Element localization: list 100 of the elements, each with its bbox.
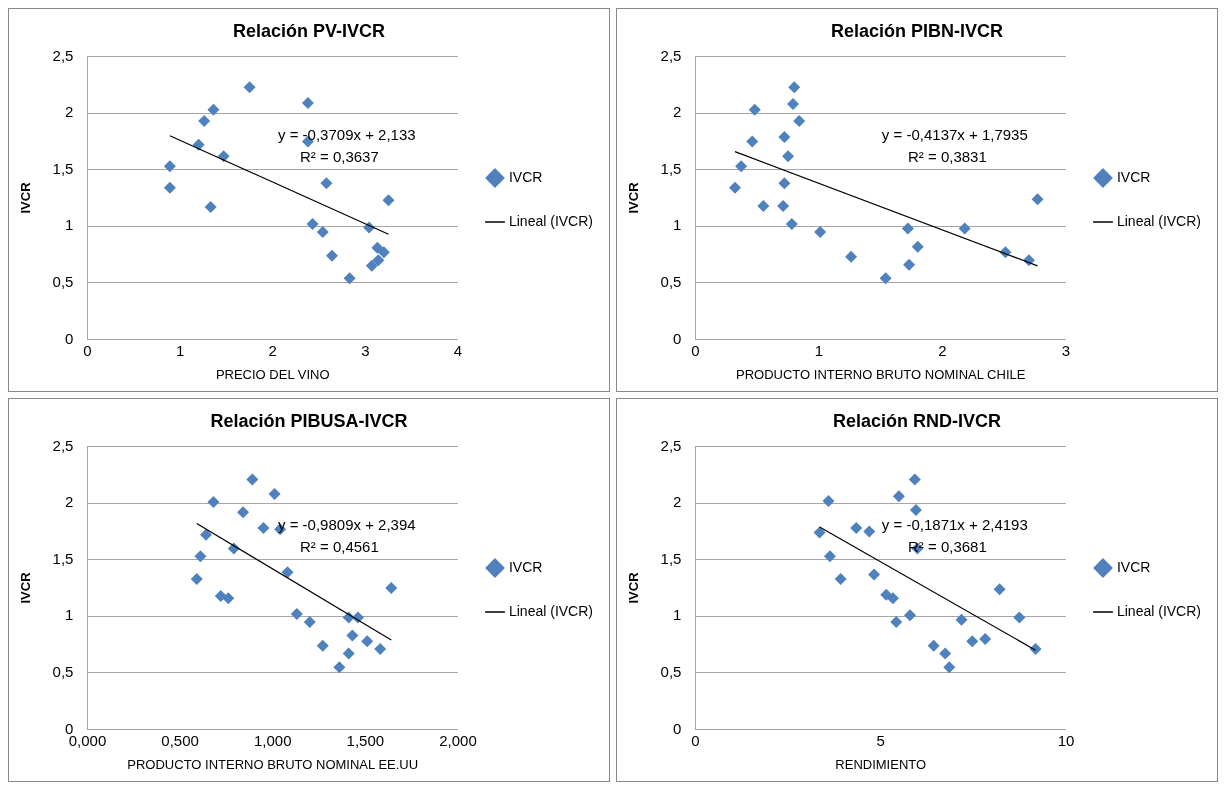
point	[787, 98, 800, 111]
y-tick-label: 1	[65, 606, 74, 624]
point	[958, 222, 971, 235]
x-tick-label: 1,500	[346, 731, 385, 749]
point	[890, 615, 903, 628]
legend-label: IVCR	[508, 168, 543, 185]
point	[281, 566, 294, 579]
point	[778, 177, 791, 190]
annotation: y = -0,1871x + 2,4193	[881, 515, 1028, 533]
x-tick-label: 4	[453, 341, 463, 359]
point	[374, 643, 387, 656]
point	[1013, 611, 1026, 624]
x-tick-label: 3	[361, 341, 370, 359]
y-tick-label: 0	[673, 719, 682, 737]
y-tick-label: 2	[673, 103, 682, 121]
x-tick-label: 0	[691, 341, 700, 359]
point	[939, 647, 952, 660]
point	[793, 115, 806, 128]
x-tick-label: 1	[175, 341, 185, 359]
y-tick-label: 1,5	[660, 159, 682, 177]
annotation: R² = 0,3681	[908, 537, 987, 555]
chart-title: Relación PIBN-IVCR	[830, 20, 1004, 41]
y-tick-label: 2,5	[660, 436, 682, 454]
legend-label: IVCR	[1116, 168, 1151, 185]
x-tick-label: 0,500	[161, 731, 199, 749]
point	[382, 194, 395, 207]
point	[163, 181, 176, 194]
chart-title: Relación PIBUSA-IVCR	[210, 410, 408, 431]
x-tick-label: 0	[691, 731, 700, 749]
point	[190, 572, 203, 585]
x-tick-label: 2	[938, 341, 947, 359]
annotation: R² = 0,3831	[908, 147, 987, 165]
point	[204, 201, 217, 214]
point	[879, 272, 892, 285]
y-tick-label: 1	[65, 216, 74, 234]
point	[868, 568, 881, 581]
point	[365, 259, 378, 272]
y-tick-label: 0	[65, 329, 74, 347]
chart-title: Relación PV-IVCR	[232, 20, 386, 41]
point	[385, 582, 398, 594]
point	[1031, 193, 1044, 206]
point	[814, 225, 827, 238]
point	[222, 592, 235, 605]
x-tick-label: 0	[83, 341, 92, 359]
point	[927, 639, 940, 652]
point	[207, 496, 220, 509]
y-tick-label: 1	[673, 606, 682, 624]
point	[372, 254, 385, 267]
point	[748, 103, 761, 116]
point	[782, 150, 795, 163]
y-tick-label: 0,5	[660, 662, 682, 680]
point	[813, 526, 826, 539]
point	[198, 115, 211, 128]
y-tick-label: 2,5	[52, 46, 74, 64]
point	[908, 473, 921, 486]
point	[735, 160, 748, 173]
point	[909, 503, 922, 516]
point	[200, 528, 213, 541]
point	[316, 639, 329, 652]
y-tick-label: 1	[673, 216, 682, 234]
point	[966, 635, 979, 648]
point	[892, 490, 905, 503]
annotation: y = -0,9809x + 2,394	[278, 515, 416, 533]
point	[207, 103, 220, 116]
y-tick-label: 0,5	[52, 662, 74, 680]
y-tick-label: 0	[673, 329, 682, 347]
y-tick-label: 2,5	[660, 46, 682, 64]
y-tick-label: 1,5	[52, 549, 74, 567]
annotation: R² = 0,3637	[300, 147, 379, 165]
legend-label: Lineal (IVCR)	[508, 212, 593, 229]
y-tick-label: 1,5	[52, 159, 74, 177]
point	[214, 589, 227, 602]
x-tick-label: 2,000	[439, 731, 477, 749]
annotation: R² = 0,4561	[300, 537, 379, 555]
y-tick-label: 1,5	[660, 549, 682, 567]
y-tick-label: 0	[65, 719, 74, 737]
point	[993, 583, 1006, 596]
x-tick-label: 10	[1057, 731, 1075, 749]
y-tick-label: 2	[65, 493, 74, 511]
x-tick-label: 5	[876, 731, 885, 749]
point	[243, 81, 256, 94]
point	[901, 222, 914, 235]
point	[377, 246, 390, 259]
chart-title: Relación RND-IVCR	[832, 410, 1002, 431]
y-tick-label: 2	[65, 103, 74, 121]
point	[903, 609, 916, 622]
point	[850, 522, 863, 535]
point	[371, 241, 384, 254]
legend-label: IVCR	[1116, 558, 1151, 575]
x-axis-title: RENDIMIENTO	[835, 756, 927, 772]
point	[163, 160, 176, 173]
point	[778, 130, 791, 143]
point	[194, 550, 207, 563]
point	[268, 488, 281, 501]
point	[237, 506, 250, 519]
point	[903, 258, 916, 271]
x-tick-label: 1,000	[253, 731, 292, 749]
point	[777, 199, 790, 212]
y-axis-title: IVCR	[626, 571, 642, 604]
point	[822, 494, 835, 507]
